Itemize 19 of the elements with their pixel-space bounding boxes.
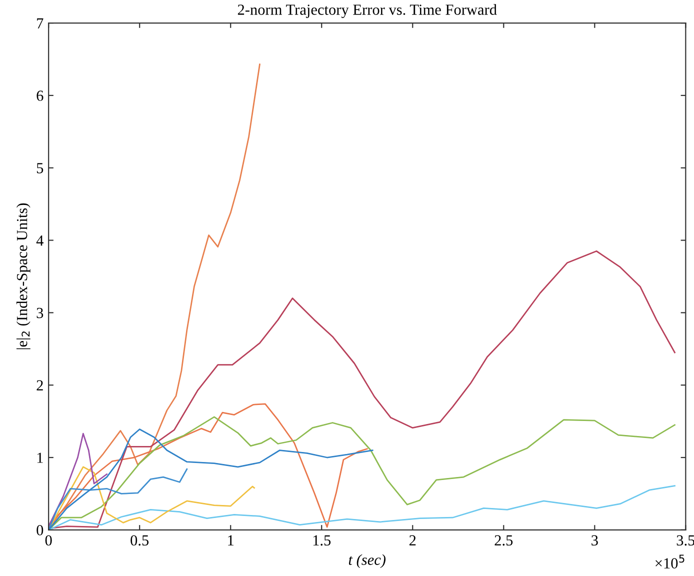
x-tick-label: 2 bbox=[409, 535, 416, 546]
y-tick-label: 7 bbox=[37, 18, 44, 28]
text: ×10$^{5}$ bbox=[656, 554, 684, 568]
x-tick-label: 3 bbox=[592, 535, 598, 546]
y-tick-label: 1 bbox=[37, 452, 43, 463]
x-axis-title: t (sec) bbox=[348, 554, 386, 568]
chart-title: 2-norm Trajectory Error vs. Time Forward bbox=[238, 4, 497, 18]
x-tick-label: 1 bbox=[228, 535, 234, 546]
x-tick-label: 2.5 bbox=[494, 535, 513, 546]
y-tick-label: 3 bbox=[36, 308, 44, 318]
y-tick-label: 6 bbox=[36, 90, 44, 101]
y-tick-label: 5 bbox=[36, 163, 44, 174]
y-tick-label: 0 bbox=[36, 525, 44, 536]
x-tick-label: 0.5 bbox=[130, 535, 149, 546]
y-tick-label: 2 bbox=[36, 380, 43, 390]
x-tick-label: 1.5 bbox=[313, 535, 331, 546]
x-tick-label: 0 bbox=[45, 535, 52, 546]
y-tick-label: 4 bbox=[36, 236, 44, 246]
y-axis-title: |e|$_{2}$ (Index-Space Units) bbox=[16, 203, 30, 350]
